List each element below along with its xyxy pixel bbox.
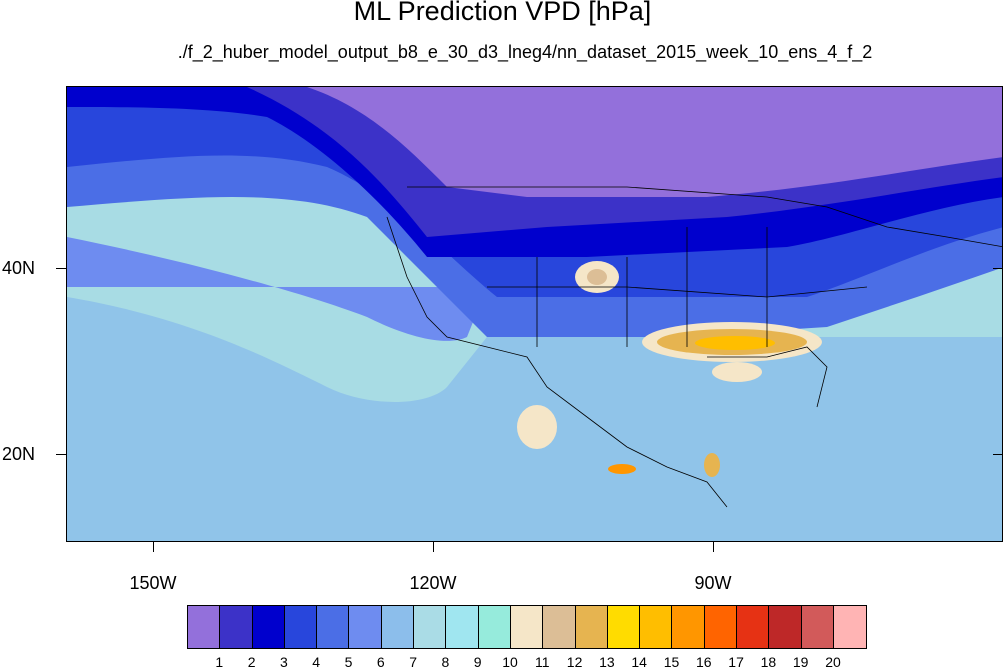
colorbar-box <box>575 606 608 648</box>
colorbar-level-label: 1 <box>215 654 224 670</box>
lon-tick-150w <box>153 542 154 552</box>
colorbar-box <box>801 606 834 648</box>
lat-tick-40n-right <box>993 268 1003 269</box>
colorbar-level-label: 16 <box>696 654 712 670</box>
vpd-map <box>66 86 1003 542</box>
colorbar-level-label: 7 <box>409 654 417 670</box>
map-subtitle: ./f_2_huber_model_output_b8_e_30_d3_lneg… <box>177 42 873 62</box>
colorbar-box <box>640 606 673 648</box>
colorbar-level-label: 14 <box>631 654 647 670</box>
colorbar-box <box>769 606 802 648</box>
colorbar-box <box>478 606 511 648</box>
colorbar-level-label: 13 <box>599 654 615 670</box>
colorbar-level-label: 10 <box>502 654 518 670</box>
colorbar-level-label: 9 <box>473 654 482 670</box>
colorbar-level-label: 6 <box>376 654 385 670</box>
lat-label-40n: 40N <box>2 258 36 278</box>
field-level-6 <box>67 237 487 341</box>
colorbar-level-label: 20 <box>825 654 841 670</box>
warm-area-gulf <box>712 362 762 382</box>
colorbar-box <box>220 606 253 648</box>
colorbar-box <box>543 606 576 648</box>
warm-area-oklahoma-core <box>587 269 607 285</box>
colorbar-box <box>672 606 705 648</box>
colorbar-box <box>446 606 479 648</box>
colorbar-level-label: 11 <box>535 654 550 670</box>
colorbar-level-label: 19 <box>792 654 809 670</box>
colorbar-box <box>252 606 285 648</box>
map-title: ML Prediction VPD [hPa] <box>353 0 652 26</box>
colorbar-box <box>317 606 350 648</box>
colorbar-box <box>704 606 738 648</box>
lon-label-90w: 90W <box>694 573 732 593</box>
lon-label-150w: 150W <box>129 573 177 593</box>
field-level-1 <box>307 87 1002 197</box>
colorbar-level-label: 12 <box>566 654 583 670</box>
colorbar-level-label: 15 <box>663 654 680 670</box>
colorbar-level-label: 4 <box>312 654 321 670</box>
colorbar-box <box>833 606 867 648</box>
vpd-field-canvas <box>67 87 1002 541</box>
colorbar-box <box>381 606 415 648</box>
lat-label-20n: 20N <box>2 444 36 464</box>
colorbar-level-label: 5 <box>344 654 353 670</box>
warm-area-mexico-south <box>608 464 636 474</box>
warm-area-baja <box>517 405 557 449</box>
colorbar-level-label: 17 <box>728 654 744 670</box>
lat-tick-40n-left <box>56 268 66 269</box>
colorbar-box <box>414 606 447 648</box>
lat-tick-20n-left <box>56 454 66 455</box>
colorbar-box <box>510 606 544 648</box>
colorbar-level-label: 3 <box>279 654 288 670</box>
colorbar-level-label: 2 <box>247 654 256 670</box>
colorbar-box <box>737 606 770 648</box>
warm-area-central-america <box>704 453 720 477</box>
colorbar-box <box>607 606 641 648</box>
lon-tick-120w <box>433 542 434 552</box>
lat-tick-20n-right <box>993 454 1003 455</box>
colorbar-level-label: 8 <box>441 654 450 670</box>
lon-tick-90w <box>713 542 714 552</box>
colorbar-level-label: 18 <box>760 654 777 670</box>
political-boundaries <box>386 186 1002 508</box>
colorbar <box>187 605 868 649</box>
lon-label-120w: 120W <box>409 573 457 593</box>
warm-area-southeast-core <box>695 336 775 350</box>
colorbar-box <box>349 606 382 648</box>
colorbar-box <box>284 606 318 648</box>
colorbar-box <box>188 606 221 648</box>
